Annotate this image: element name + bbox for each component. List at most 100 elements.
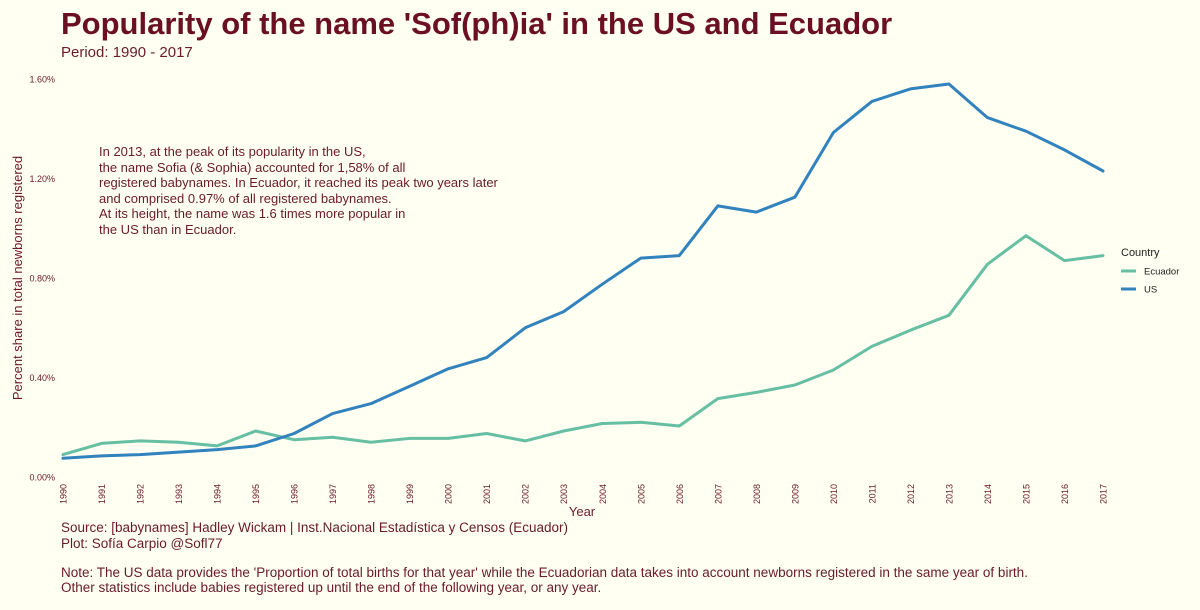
x-tick-label: 2015 [1021, 484, 1031, 504]
data-point-ecuador [678, 424, 681, 428]
data-point-us [947, 82, 951, 86]
x-tick-label: 2017 [1099, 484, 1109, 504]
y-tick-label: 0.40% [29, 373, 55, 383]
data-point-us [1101, 169, 1105, 173]
data-point-ecuador [1063, 259, 1066, 262]
data-point-us [716, 204, 719, 208]
y-tick-label: 1.20% [29, 174, 55, 184]
legend: Country Ecuador US [1121, 247, 1179, 296]
data-point-us [986, 116, 989, 119]
data-point-us [793, 196, 797, 199]
annotation-line: registered babynames. In Ecuador, it rea… [99, 175, 498, 190]
y-axis: 0.00% 0.40% 0.80% 1.20% 1.60% [29, 75, 55, 483]
data-point-us [1063, 148, 1066, 152]
x-tick-label: 1995 [251, 484, 261, 504]
data-point-us [909, 87, 912, 91]
x-axis: 1990 1991 1992 1993 1994 1995 1996 1997 1998 1999… [59, 484, 1109, 504]
annotation-line: and comprised 0.97% of all registered ba… [99, 190, 392, 206]
x-tick-label: 2006 [675, 484, 685, 504]
data-point-us [215, 448, 219, 451]
x-tick-label: 1991 [97, 484, 107, 504]
data-point-us [755, 210, 758, 214]
data-point-us [832, 131, 835, 134]
data-point-ecuador [870, 345, 874, 348]
x-tick-label: 2011 [867, 484, 877, 503]
y-tick-label: 0.80% [29, 274, 55, 284]
data-point-ecuador [447, 437, 450, 440]
y-axis-label: Percent share in total newborns register… [10, 156, 25, 400]
data-point-ecuador [524, 439, 527, 443]
data-point-ecuador [601, 422, 604, 425]
data-point-us [369, 402, 373, 405]
data-point-ecuador [755, 391, 758, 394]
data-point-ecuador [100, 442, 103, 445]
x-tick-label: 2012 [906, 484, 916, 504]
source-caption: Source: [babynames] Hadley Wickam | Inst… [61, 520, 568, 535]
data-point-ecuador [793, 383, 797, 387]
data-point-us [524, 326, 527, 329]
series-line-ecuador [61, 234, 1105, 457]
series-lines [61, 82, 1105, 460]
note-line: Other statistics include babies register… [61, 580, 602, 595]
y-tick-label: 1.60% [29, 75, 55, 85]
x-tick-label: 1997 [328, 484, 338, 504]
plot-credit: Plot: Sofía Carpio @Sofl77 [61, 536, 223, 551]
data-point-ecuador [215, 444, 219, 448]
x-tick-label: 2007 [713, 484, 723, 504]
x-tick-label: 1992 [136, 484, 146, 504]
x-tick-label: 2016 [1060, 484, 1070, 504]
data-point-us [1024, 130, 1028, 133]
data-point-ecuador [1024, 234, 1028, 237]
x-tick-label: 2001 [482, 484, 492, 504]
data-point-ecuador [331, 436, 334, 439]
x-tick-label: 2005 [636, 484, 646, 504]
annotation-line: At its height, the name was 1.6 times mo… [99, 206, 406, 221]
annotation-text: In 2013, at the peak of its popularity i… [99, 144, 498, 237]
x-tick-label: 1999 [405, 484, 415, 504]
data-point-ecuador [485, 432, 488, 435]
note-line: Note: The US data provides the 'Proporti… [61, 565, 1028, 580]
data-point-us [177, 450, 180, 454]
data-point-ecuador [254, 429, 257, 433]
x-tick-label: 2009 [790, 484, 800, 504]
x-tick-label: 1996 [290, 484, 300, 504]
data-point-ecuador [1101, 254, 1105, 257]
y-tick-label: 0.00% [29, 473, 55, 483]
legend-label-ecuador: Ecuador [1144, 267, 1179, 278]
x-axis-label: Year [569, 504, 596, 519]
series-line-us [61, 82, 1105, 460]
data-point-ecuador [986, 263, 989, 266]
legend-label-us: US [1144, 285, 1157, 296]
data-point-us [408, 385, 411, 388]
data-point-ecuador [292, 438, 296, 441]
data-point-ecuador [947, 314, 951, 317]
data-point-us [447, 367, 450, 370]
x-tick-label: 2004 [598, 484, 608, 504]
x-tick-label: 2014 [983, 484, 993, 504]
data-point-ecuador [716, 397, 719, 400]
data-point-us [292, 432, 296, 435]
annotation-line: In 2013, at the peak of its popularity i… [99, 144, 366, 159]
data-point-us [485, 356, 488, 359]
data-point-us [138, 453, 142, 456]
x-tick-label: 2013 [944, 484, 954, 504]
data-point-us [678, 254, 681, 257]
data-point-us [639, 256, 642, 260]
data-point-us [601, 283, 604, 286]
data-point-ecuador [177, 441, 180, 444]
x-tick-label: 1998 [367, 484, 377, 504]
data-point-us [562, 310, 565, 313]
data-point-us [100, 454, 103, 458]
x-tick-label: 1994 [213, 484, 223, 504]
x-tick-label: 2000 [444, 484, 454, 504]
data-point-us [254, 444, 257, 448]
annotation-line: the name Sofia (& Sophia) accounted for … [99, 159, 406, 175]
data-point-ecuador [138, 439, 142, 443]
data-point-ecuador [909, 329, 912, 332]
x-tick-label: 1990 [59, 484, 69, 504]
data-point-ecuador [639, 421, 642, 424]
x-tick-label: 2002 [521, 484, 531, 504]
legend-title: Country [1121, 247, 1160, 259]
chart-title: Popularity of the name 'Sof(ph)ia' in th… [61, 6, 893, 41]
